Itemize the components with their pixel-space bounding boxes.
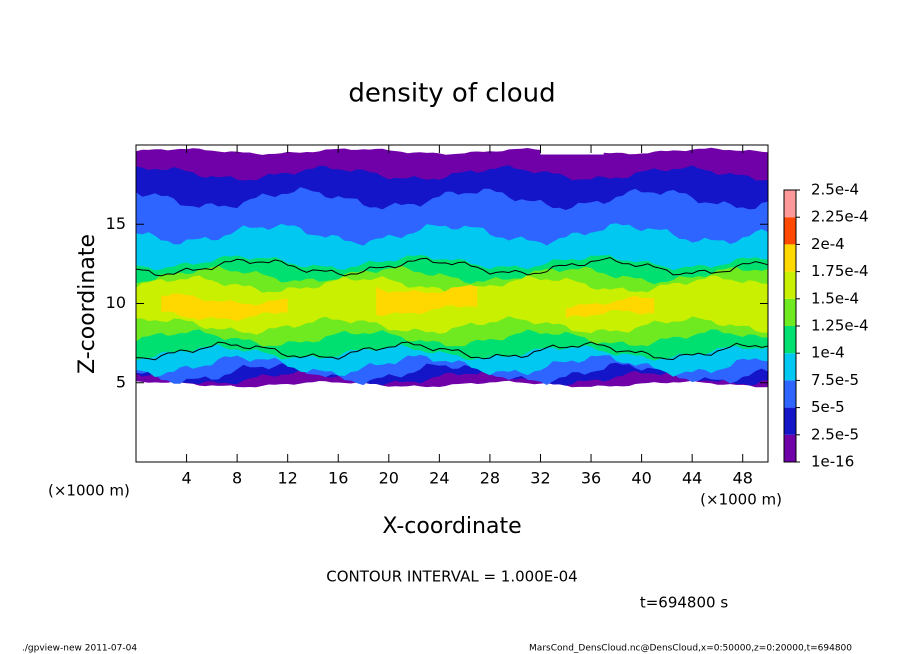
colorbar-tick-label: 2.5e-4 [811, 181, 859, 199]
x-tick-label: 28 [480, 469, 500, 488]
contour-fill [376, 284, 478, 317]
colorbar-segment [784, 407, 796, 435]
time-label: t=694800 s [640, 594, 728, 612]
chart-title: density of cloud [348, 79, 555, 109]
colorbar-segment [784, 353, 796, 381]
x-tick-label: 40 [631, 469, 651, 488]
contour-fill [565, 295, 655, 319]
footer-left: ./gpview-new 2011-07-04 [22, 644, 137, 654]
colorbar-segment [784, 244, 796, 272]
contour-interval: CONTOUR INTERVAL = 1.000E-04 [326, 568, 577, 586]
y-axis-label: Z-coordinate [75, 234, 100, 374]
x-tick-label: 44 [682, 469, 702, 488]
x-unit-label: (×1000 m) [48, 482, 130, 500]
x-tick-label: 12 [278, 469, 298, 488]
field [135, 145, 769, 388]
x-unit-label: (×1000 m) [700, 491, 782, 509]
contour-line [135, 256, 769, 277]
y-tick-label: 5 [116, 372, 126, 391]
colorbar-segment [784, 271, 796, 299]
colorbar-segment [784, 217, 796, 245]
x-tick-label: 4 [181, 469, 191, 488]
x-tick-label: 20 [379, 469, 399, 488]
contour-line [135, 341, 769, 361]
footer-right: MarsCond_DensCloud.nc@DensCloud,x=0:5000… [529, 644, 852, 654]
y-tick-label: 15 [106, 214, 126, 233]
colorbar-segment [784, 434, 796, 462]
x-tick-label: 16 [328, 469, 348, 488]
colorbar-tick-label: 1.75e-4 [811, 262, 869, 280]
colorbar-segment [784, 326, 796, 354]
x-axis-label: X-coordinate [382, 514, 521, 539]
x-tick-label: 48 [733, 469, 753, 488]
colorbar-segment [784, 298, 796, 326]
y-tick-label: 10 [106, 293, 126, 312]
x-tick-label: 24 [429, 469, 449, 488]
colorbar-tick-label: 1.5e-4 [811, 289, 859, 307]
colorbar-tick-label: 1.25e-4 [811, 317, 869, 335]
colorbar-tick-label: 5e-5 [811, 398, 845, 416]
colorbar-tick-label: 1e-4 [811, 344, 845, 362]
colorbar-tick-label: 2.5e-5 [811, 425, 859, 443]
x-tick-label: 32 [530, 469, 550, 488]
contour-fill [161, 293, 288, 322]
colorbar-tick-label: 2.25e-4 [811, 208, 869, 226]
colorbar-segment [784, 380, 796, 408]
colorbar-tick-label: 2e-4 [811, 235, 845, 253]
x-tick-label: 36 [581, 469, 601, 488]
colorbar-tick-label: 1e-16 [811, 453, 854, 471]
colorbar-segment [784, 190, 796, 218]
missing-region [540, 145, 604, 155]
x-tick-label: 8 [232, 469, 242, 488]
colorbar-tick-label: 7.5e-5 [811, 371, 859, 389]
